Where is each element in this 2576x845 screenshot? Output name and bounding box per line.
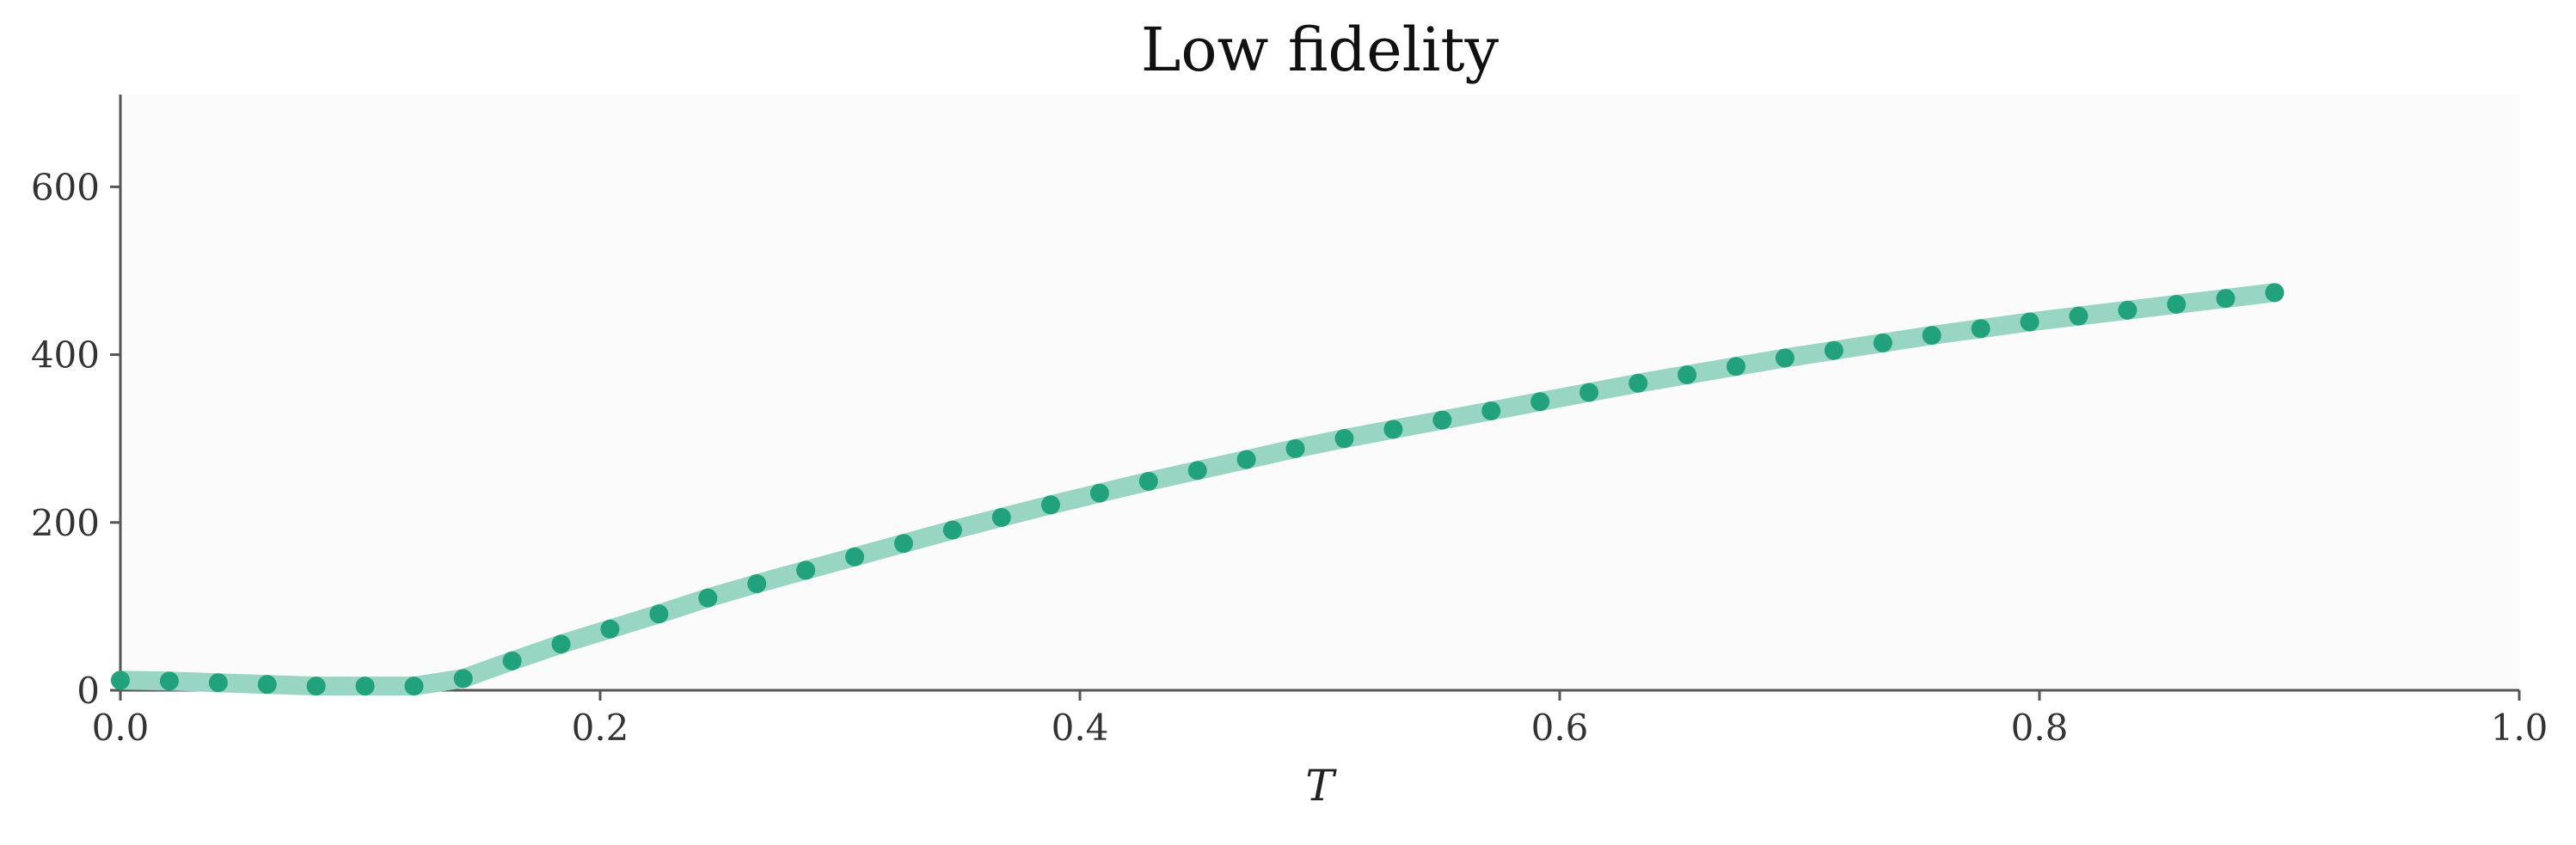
x-tick-label: 0.2 xyxy=(572,707,629,749)
data-point xyxy=(1873,333,1892,352)
data-point xyxy=(698,588,718,608)
data-point xyxy=(1432,410,1452,430)
data-point xyxy=(2216,289,2236,309)
data-point xyxy=(159,671,179,691)
x-tick-label: 0.8 xyxy=(2011,707,2069,749)
data-point xyxy=(355,677,375,696)
data-point xyxy=(1922,326,1941,346)
data-point xyxy=(747,574,767,594)
data-point xyxy=(1334,429,1354,449)
data-point xyxy=(306,677,326,696)
data-point xyxy=(404,677,424,696)
x-tick-label: 0.0 xyxy=(92,707,150,749)
data-point xyxy=(2118,300,2137,320)
plot-area xyxy=(120,95,2519,690)
y-tick-label: 0 xyxy=(77,670,100,712)
data-point xyxy=(1579,383,1599,402)
data-point xyxy=(893,534,913,554)
data-point xyxy=(208,673,228,693)
x-axis-title: T xyxy=(1305,761,1337,811)
x-tick-label: 0.4 xyxy=(1052,707,1109,749)
data-point xyxy=(1824,340,1843,360)
x-tick-label: 0.6 xyxy=(1531,707,1589,749)
x-tick-label: 1.0 xyxy=(2491,707,2548,749)
ticks: 0.0 0.2 0.4 0.6 0.8 1.0 0 200 400 600 xyxy=(31,166,2548,749)
data-point xyxy=(2020,312,2039,332)
data-point xyxy=(111,670,130,690)
data-point xyxy=(551,634,571,654)
data-point xyxy=(991,507,1011,527)
data-point xyxy=(502,651,522,670)
data-point xyxy=(1089,483,1109,503)
series-group xyxy=(111,283,2285,696)
data-point xyxy=(453,669,473,689)
data-point xyxy=(1971,319,1990,339)
data-point xyxy=(1481,401,1501,420)
data-point xyxy=(1138,471,1158,491)
y-tick-label: 200 xyxy=(31,502,100,544)
data-point xyxy=(1775,348,1794,368)
data-point xyxy=(1383,419,1403,439)
data-point xyxy=(2265,283,2285,303)
data-point xyxy=(1040,495,1060,515)
data-point xyxy=(796,560,816,580)
data-point xyxy=(1187,461,1207,481)
chart-title: Low fidelity xyxy=(1141,15,1500,85)
data-point xyxy=(942,520,962,540)
data-point xyxy=(600,619,620,639)
y-tick-label: 400 xyxy=(31,334,100,377)
data-point xyxy=(1285,438,1305,458)
data-point xyxy=(1628,373,1648,393)
y-tick-label: 600 xyxy=(31,166,100,208)
data-point xyxy=(1677,365,1697,385)
data-point xyxy=(2167,295,2187,315)
data-point xyxy=(649,604,669,624)
data-point xyxy=(1727,357,1746,377)
data-point xyxy=(2069,306,2088,326)
data-point xyxy=(845,547,865,566)
data-point xyxy=(1236,450,1256,469)
data-point xyxy=(1530,392,1550,412)
data-point xyxy=(257,675,277,695)
axes xyxy=(119,95,2519,692)
